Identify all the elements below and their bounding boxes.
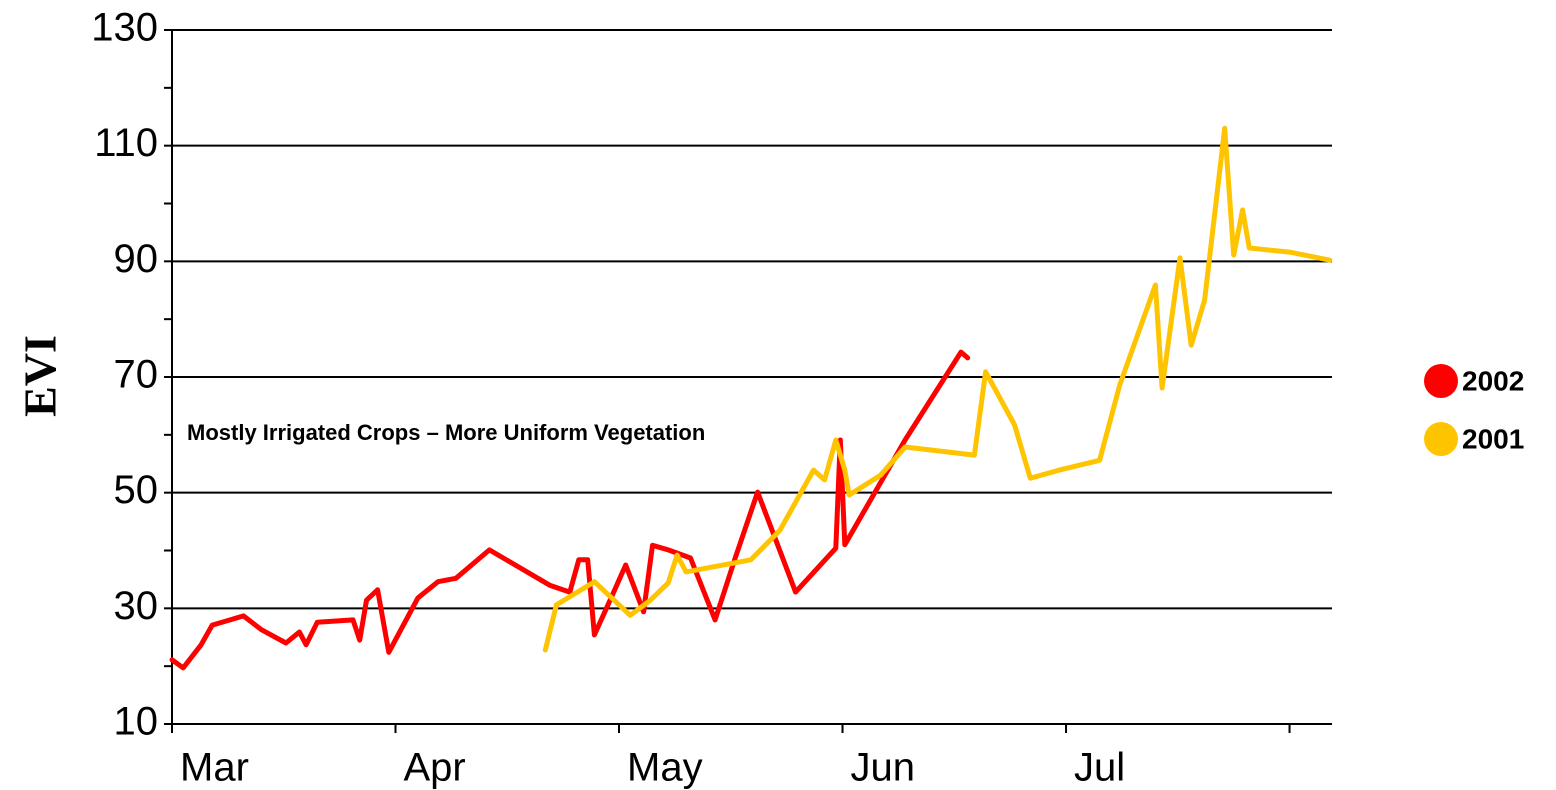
y-axis-title: EVI	[15, 335, 66, 417]
x-tick-label: May	[627, 746, 703, 790]
y-tick-label: 70	[114, 353, 159, 397]
y-tick-label: 30	[114, 584, 159, 628]
series-line	[169, 349, 971, 671]
y-tick-label: 10	[114, 700, 159, 744]
legend-label: 2002	[1462, 365, 1524, 396]
series-line	[542, 125, 1333, 653]
annotation: Mostly Irrigated Crops – More Uniform Ve…	[187, 420, 705, 445]
y-tick-label: 110	[94, 121, 158, 165]
x-tick-label: Apr	[404, 746, 466, 790]
legend-swatch	[1424, 422, 1458, 456]
y-tick-label: 130	[91, 6, 158, 50]
x-tick-label: Mar	[180, 746, 249, 790]
y-tick-label: 50	[114, 468, 159, 512]
x-tick-label: Jun	[851, 746, 916, 790]
x-tick-label: Jul	[1074, 746, 1125, 790]
y-tick-label: 90	[114, 237, 159, 281]
legend-label: 2001	[1462, 423, 1524, 454]
legend-swatch	[1424, 364, 1458, 398]
